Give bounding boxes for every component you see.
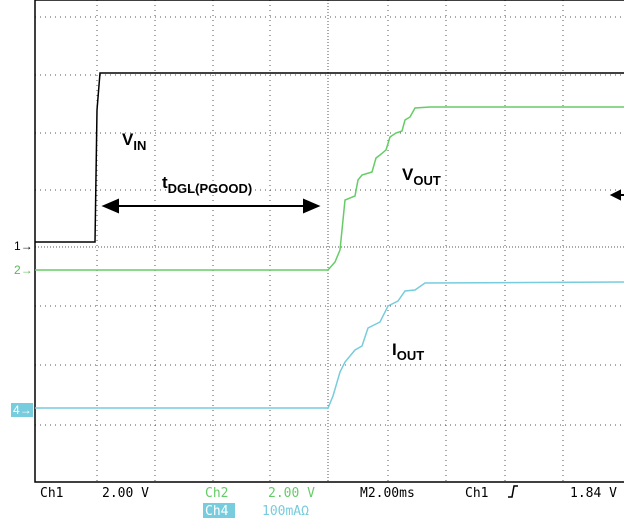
status-trigger-source: Ch1 <box>465 486 488 501</box>
vin-label: VIN <box>122 130 146 153</box>
status-ch1: Ch1 <box>40 486 63 501</box>
status-ch4-scale: 100mAΩ <box>262 504 309 519</box>
graticule <box>34 0 624 483</box>
tdgl-arrow <box>101 189 624 214</box>
status-ch1-scale: 2.00 V <box>102 486 149 501</box>
ch4-marker-bg <box>11 403 33 417</box>
vout-trace <box>35 106 624 271</box>
iout-label: IOUT <box>392 340 424 363</box>
ch4-marker: 4→ <box>13 403 32 417</box>
status-ch2: Ch2 <box>205 486 228 501</box>
ch1-marker: 1→ <box>14 239 33 253</box>
status-ch4: Ch4 <box>205 504 229 519</box>
ch4-status-bg <box>203 503 235 518</box>
trigger-slope-icon <box>508 485 518 498</box>
vout-label: VOUT <box>402 165 441 188</box>
status-ch2-scale: 2.00 V <box>268 486 315 501</box>
ch2-marker: 2→ <box>14 263 33 277</box>
status-timebase: M2.00ms <box>360 486 415 501</box>
iout-trace <box>35 281 624 409</box>
tdgl-label: tDGL(PGOOD) <box>162 173 252 196</box>
vin-trace <box>35 72 624 243</box>
status-trigger-level: 1.84 V <box>570 486 617 501</box>
status-bar: Ch1 2.00 V Ch2 2.00 V M2.00ms Ch1 1.84 V… <box>40 485 617 519</box>
